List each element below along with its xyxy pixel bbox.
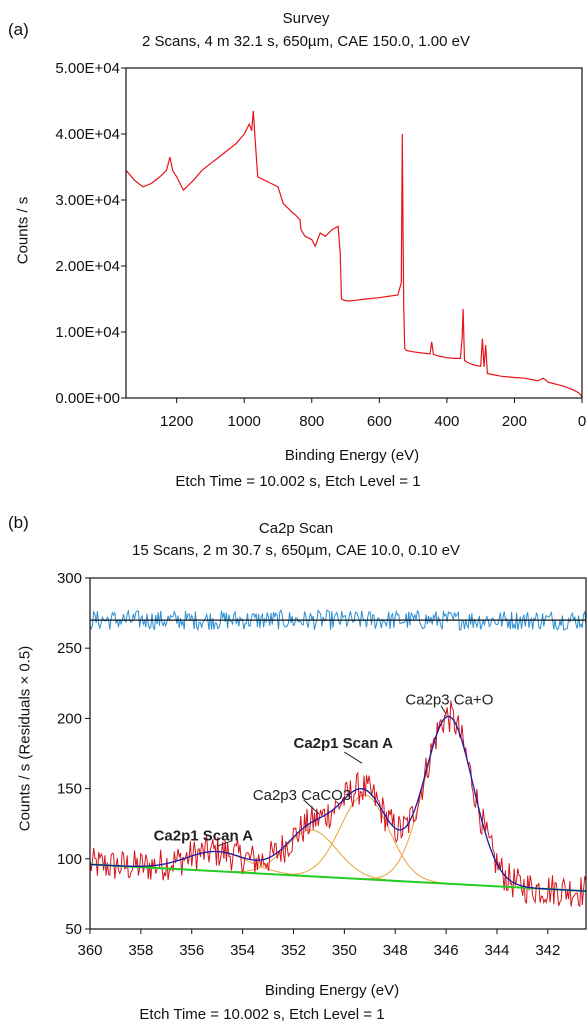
chart-b-annotation-2: Ca2p3 CaCO3 — [253, 787, 351, 804]
chart-b-footer: Etch Time = 10.002 s, Etch Level = 1 — [139, 1006, 385, 1023]
chart-b-xlabel: Binding Energy (eV) — [264, 982, 400, 999]
chart-a-title: Survey — [282, 10, 330, 27]
chart-a-x-tick-label: 1200 — [160, 413, 193, 430]
chart-a-footer: Etch Time = 10.002 s, Etch Level = 1 — [175, 473, 421, 490]
chart-a-xlabel: Binding Energy (eV) — [284, 447, 420, 464]
chart-a-x-tick-label: 800 — [299, 413, 324, 430]
chart-b-subtitle: 15 Scans, 2 m 30.7 s, 650µm, CAE 10.0, 0… — [132, 542, 460, 559]
panel-b-label: (b) — [8, 513, 29, 532]
chart-b-envelope-line — [89, 715, 587, 892]
chart-a-y-tick-label: 1.00E+04 — [55, 324, 120, 341]
chart-b-x-tick-label: 360 — [77, 942, 102, 959]
chart-b-component-peak-1 — [89, 851, 355, 880]
chart-b-title: Ca2p Scan — [258, 520, 334, 537]
chart-b-x-tick-label: 352 — [281, 942, 306, 959]
chart-b-y-tick-label: 100 — [57, 851, 82, 868]
chart-a-frame — [125, 67, 583, 399]
chart-a-x-tick-label: 0 — [578, 413, 586, 430]
chart-a-y-tick-label: 4.00E+04 — [55, 126, 120, 143]
chart-b-x-tick-label: 358 — [128, 942, 153, 959]
chart-a-x-tick-label: 200 — [502, 413, 527, 430]
chart-a-subtitle: 2 Scans, 4 m 32.1 s, 650µm, CAE 150.0, 1… — [142, 33, 470, 50]
chart-b-annotation-leader-2 — [303, 799, 320, 815]
chart-b-x-tick-label: 342 — [535, 942, 560, 959]
chart-b-x-tick-label: 348 — [383, 942, 408, 959]
chart-b-y-tick-label: 250 — [57, 640, 82, 657]
chart-b-annotation-1: Ca2p1 Scan A — [154, 828, 254, 845]
chart-b-x-tick-label: 350 — [332, 942, 357, 959]
chart-a-x-tick-label: 1000 — [228, 413, 261, 430]
chart-b-background-line — [89, 863, 587, 893]
chart-b-y-tick-label: 200 — [57, 710, 82, 727]
chart-a-x-tick-label: 600 — [367, 413, 392, 430]
chart-b-residuals-line — [89, 609, 587, 632]
chart-b-annotation-leader-4 — [440, 705, 447, 715]
chart-b-annotation-leader-1 — [217, 840, 233, 847]
chart-a-y-tick-label: 0.00E+00 — [55, 390, 120, 407]
chart-a-y-tick-label: 2.00E+04 — [55, 258, 120, 275]
chart-a-y-tick-label: 3.00E+04 — [55, 192, 120, 209]
chart-b-y-tick-label: 150 — [57, 781, 82, 798]
chart-a-y-tick-label: 5.00E+04 — [55, 60, 120, 77]
chart-a-survey-line — [125, 110, 583, 398]
chart-b-y-tick-label: 50 — [65, 921, 82, 938]
chart-b-x-tick-label: 346 — [434, 942, 459, 959]
chart-a-x-tick-label: 400 — [434, 413, 459, 430]
chart-b-annotation-leader-3 — [344, 751, 363, 764]
chart-b-component-peak-3 — [256, 794, 474, 886]
chart-b-x-tick-label: 354 — [230, 942, 255, 959]
chart-b-annotation-3: Ca2p1 Scan A — [293, 735, 393, 752]
panel-a-label: (a) — [8, 20, 29, 39]
chart-b-y-tick-label: 300 — [57, 570, 82, 587]
chart-b-x-tick-label: 344 — [484, 942, 509, 959]
chart-b-frame — [89, 577, 587, 930]
chart-b-x-tick-label: 356 — [179, 942, 204, 959]
chart-b-annotation-4: Ca2p3 Ca+O — [405, 691, 493, 708]
